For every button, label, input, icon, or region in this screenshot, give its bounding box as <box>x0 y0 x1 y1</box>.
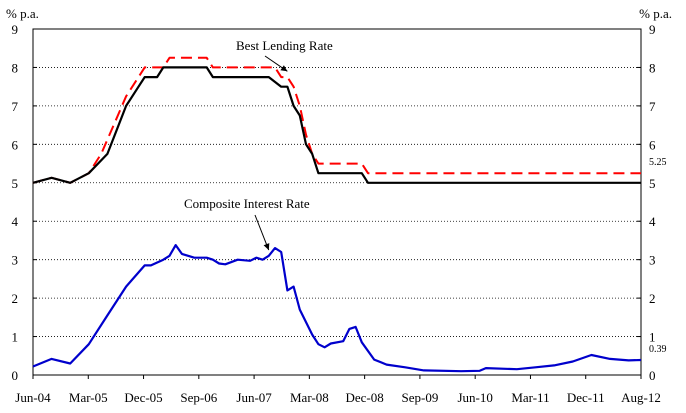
series-layer <box>32 56 642 373</box>
x-tick-label: Jun-04 <box>15 390 51 405</box>
left-tick-label: 3 <box>12 253 19 268</box>
right-tick-label: 2 <box>649 291 656 306</box>
left-tick-label: 7 <box>12 99 19 114</box>
horizontal-gridlines <box>33 67 641 337</box>
right-tick-label: 4 <box>649 214 656 229</box>
annotation-label-best_lending: Best Lending Rate <box>236 38 333 53</box>
left-axis-unit-label: % p.a. <box>6 6 39 21</box>
end-value-labels: 5.25 0.39 <box>649 157 667 355</box>
left-tick-label: 2 <box>12 291 19 306</box>
x-tick-label: Mar-08 <box>290 390 329 405</box>
left-tick-label: 4 <box>12 214 19 229</box>
right-tick-label: 5 <box>649 176 656 191</box>
series-line-best_lending_upper <box>32 56 641 184</box>
x-axis: Jun-04 Mar-05 Dec-05 Sep-06 Jun-07 Mar-08 Dec-… <box>15 375 661 405</box>
x-tick-label: Dec-08 <box>346 390 384 405</box>
annotation-arrowhead-composite <box>263 243 270 251</box>
right-tick-label: 0 <box>649 368 656 383</box>
left-tick-label: 6 <box>12 137 19 152</box>
annotation-layer: Best Lending Rate Composite Interest Rate <box>184 38 333 251</box>
series-line-best_lending_lower <box>32 66 641 184</box>
x-tick-label: Jun-10 <box>457 390 492 405</box>
right-tick-label: 6 <box>649 137 656 152</box>
right-y-axis: 0 1 2 3 4 5 6 7 8 9 <box>637 22 656 383</box>
right-tick-label: 8 <box>649 60 656 75</box>
right-axis-unit-label: % p.a. <box>639 6 672 21</box>
left-tick-label: 8 <box>12 60 19 75</box>
right-tick-label: 9 <box>649 22 656 37</box>
plot-area-frame <box>32 28 642 376</box>
right-tick-label: 7 <box>649 99 656 114</box>
x-tick-label: Sep-06 <box>180 390 217 405</box>
left-y-axis: 0 1 2 3 4 5 6 7 8 9 <box>12 22 37 383</box>
right-tick-label: 1 <box>649 330 656 345</box>
end-value-label: 5.25 <box>649 157 667 168</box>
x-tick-label: Jun-07 <box>236 390 272 405</box>
x-tick-label: Dec-11 <box>567 390 605 405</box>
end-value-label: 0.39 <box>649 344 667 355</box>
left-tick-label: 1 <box>12 330 19 345</box>
x-tick-label: Aug-12 <box>621 390 661 405</box>
annotation-arrowhead-best_lending <box>280 65 288 72</box>
x-tick-label: Mar-11 <box>511 390 549 405</box>
annotation-label-composite: Composite Interest Rate <box>184 196 310 211</box>
left-tick-label: 5 <box>12 176 19 191</box>
left-tick-label: 9 <box>12 22 19 37</box>
x-tick-label: Dec-05 <box>124 390 162 405</box>
left-tick-label: 0 <box>12 368 19 383</box>
right-tick-label: 3 <box>649 253 656 268</box>
x-tick-label: Mar-05 <box>69 390 108 405</box>
series-line-composite <box>32 244 642 373</box>
x-tick-label: Sep-09 <box>401 390 438 405</box>
